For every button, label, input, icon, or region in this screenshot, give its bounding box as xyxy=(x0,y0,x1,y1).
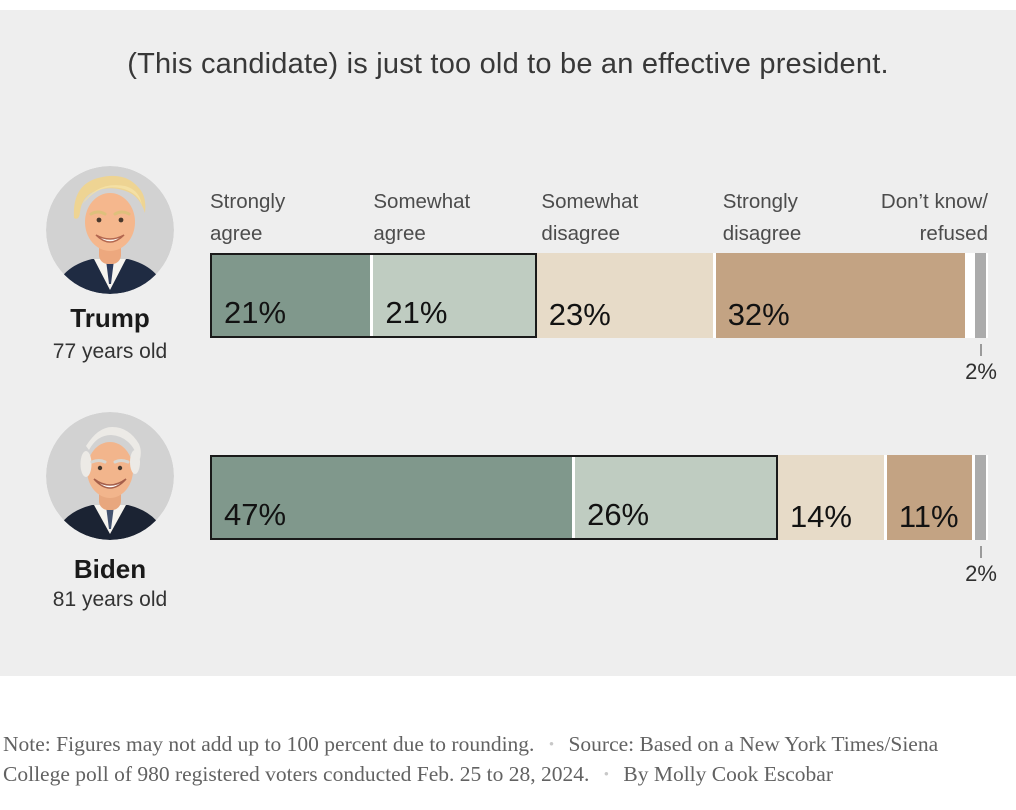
column-header-strongly-disagree: Strongly disagree xyxy=(723,186,802,250)
bar-remainder xyxy=(965,253,976,338)
callout-tick xyxy=(980,344,982,356)
segment-value-label: 11% xyxy=(898,499,959,534)
chart-title: (This candidate) is just too old to be a… xyxy=(127,48,889,80)
column-header-dont-know: Don’t know/ refused xyxy=(881,186,988,250)
segment-value-label: 21% xyxy=(224,295,287,330)
bar-segment-somewhat-agree: 26% xyxy=(575,457,776,538)
footnote-byline: By Molly Cook Escobar xyxy=(623,761,833,786)
candidate-age-biden: 81 years old xyxy=(52,588,168,611)
column-header-line: Strongly xyxy=(210,190,286,213)
candidate-age-trump: 77 years old xyxy=(52,340,168,363)
column-header-line: Somewhat xyxy=(373,190,471,213)
column-header-line: Don’t know/ xyxy=(880,190,988,213)
column-header-somewhat-disagree: Somewhat disagree xyxy=(541,186,638,250)
bar-segment-somewhat-agree: 21% xyxy=(373,255,535,336)
biden-stacked-bar: 47% 26% 14% 11% 2% xyxy=(210,455,997,586)
trump-avatar xyxy=(46,166,174,294)
column-header-line: Strongly xyxy=(722,190,798,213)
candidate-name-trump: Trump xyxy=(70,303,150,333)
agree-segments-outline: 47% 26% xyxy=(210,455,778,540)
candidate-name-biden: Biden xyxy=(73,554,147,584)
bar-segment-strongly-agree: 47% xyxy=(212,457,576,538)
bar-segment-somewhat-disagree: 14% xyxy=(777,455,887,540)
segment-value-label: 32% xyxy=(727,297,790,332)
trump-dont-know-callout: 2% xyxy=(959,344,1003,385)
column-header-line: agree xyxy=(210,222,263,245)
segment-value-label: 14% xyxy=(789,499,852,534)
segment-value-label: 47% xyxy=(224,497,287,532)
footnote-source: Source: Based on a New York Times/Siena … xyxy=(3,731,939,786)
footnote: Note: Figures may not add up to 100 perc… xyxy=(3,730,1009,790)
biden-dont-know-callout: 2% xyxy=(959,546,1003,587)
chart-panel xyxy=(0,10,1016,676)
trump-stacked-bar: 21% 21% 23% 32% 2% xyxy=(210,253,997,384)
segment-value-label: 26% xyxy=(587,497,650,532)
bar-segment-strongly-disagree: 32% xyxy=(715,253,965,338)
dont-know-value: 2% xyxy=(965,359,997,384)
agree-segments-outline: 21% 21% xyxy=(210,253,537,338)
biden-portrait-icon xyxy=(46,412,174,540)
column-header-line: agree xyxy=(373,222,426,245)
biden-avatar xyxy=(46,412,174,540)
bar-segment-dont-know-refused xyxy=(975,455,988,540)
trump-portrait-icon xyxy=(46,166,174,294)
separator-dot: • xyxy=(603,766,609,783)
separator-dot: • xyxy=(548,736,555,753)
column-header-line: disagree xyxy=(722,222,802,245)
column-header-line: disagree xyxy=(541,222,621,245)
column-header-line: Somewhat xyxy=(541,190,639,213)
column-headers: Strongly agree Somewhat agree Somewhat d… xyxy=(210,186,988,252)
dont-know-value: 2% xyxy=(965,561,997,586)
column-header-line: refused xyxy=(919,222,988,245)
bar-segment-somewhat-disagree: 23% xyxy=(536,253,716,338)
callout-tick xyxy=(980,546,982,558)
bar-segment-dont-know-refused xyxy=(975,253,988,338)
bar-segment-strongly-agree: 21% xyxy=(212,255,374,336)
segment-value-label: 21% xyxy=(385,295,448,330)
column-header-somewhat-agree: Somewhat agree xyxy=(373,186,470,250)
bar-segment-strongly-disagree: 11% xyxy=(886,455,973,540)
segment-value-label: 23% xyxy=(548,297,611,332)
column-header-strongly-agree: Strongly agree xyxy=(210,186,285,250)
footnote-note: Note: Figures may not add up to 100 perc… xyxy=(3,731,535,756)
